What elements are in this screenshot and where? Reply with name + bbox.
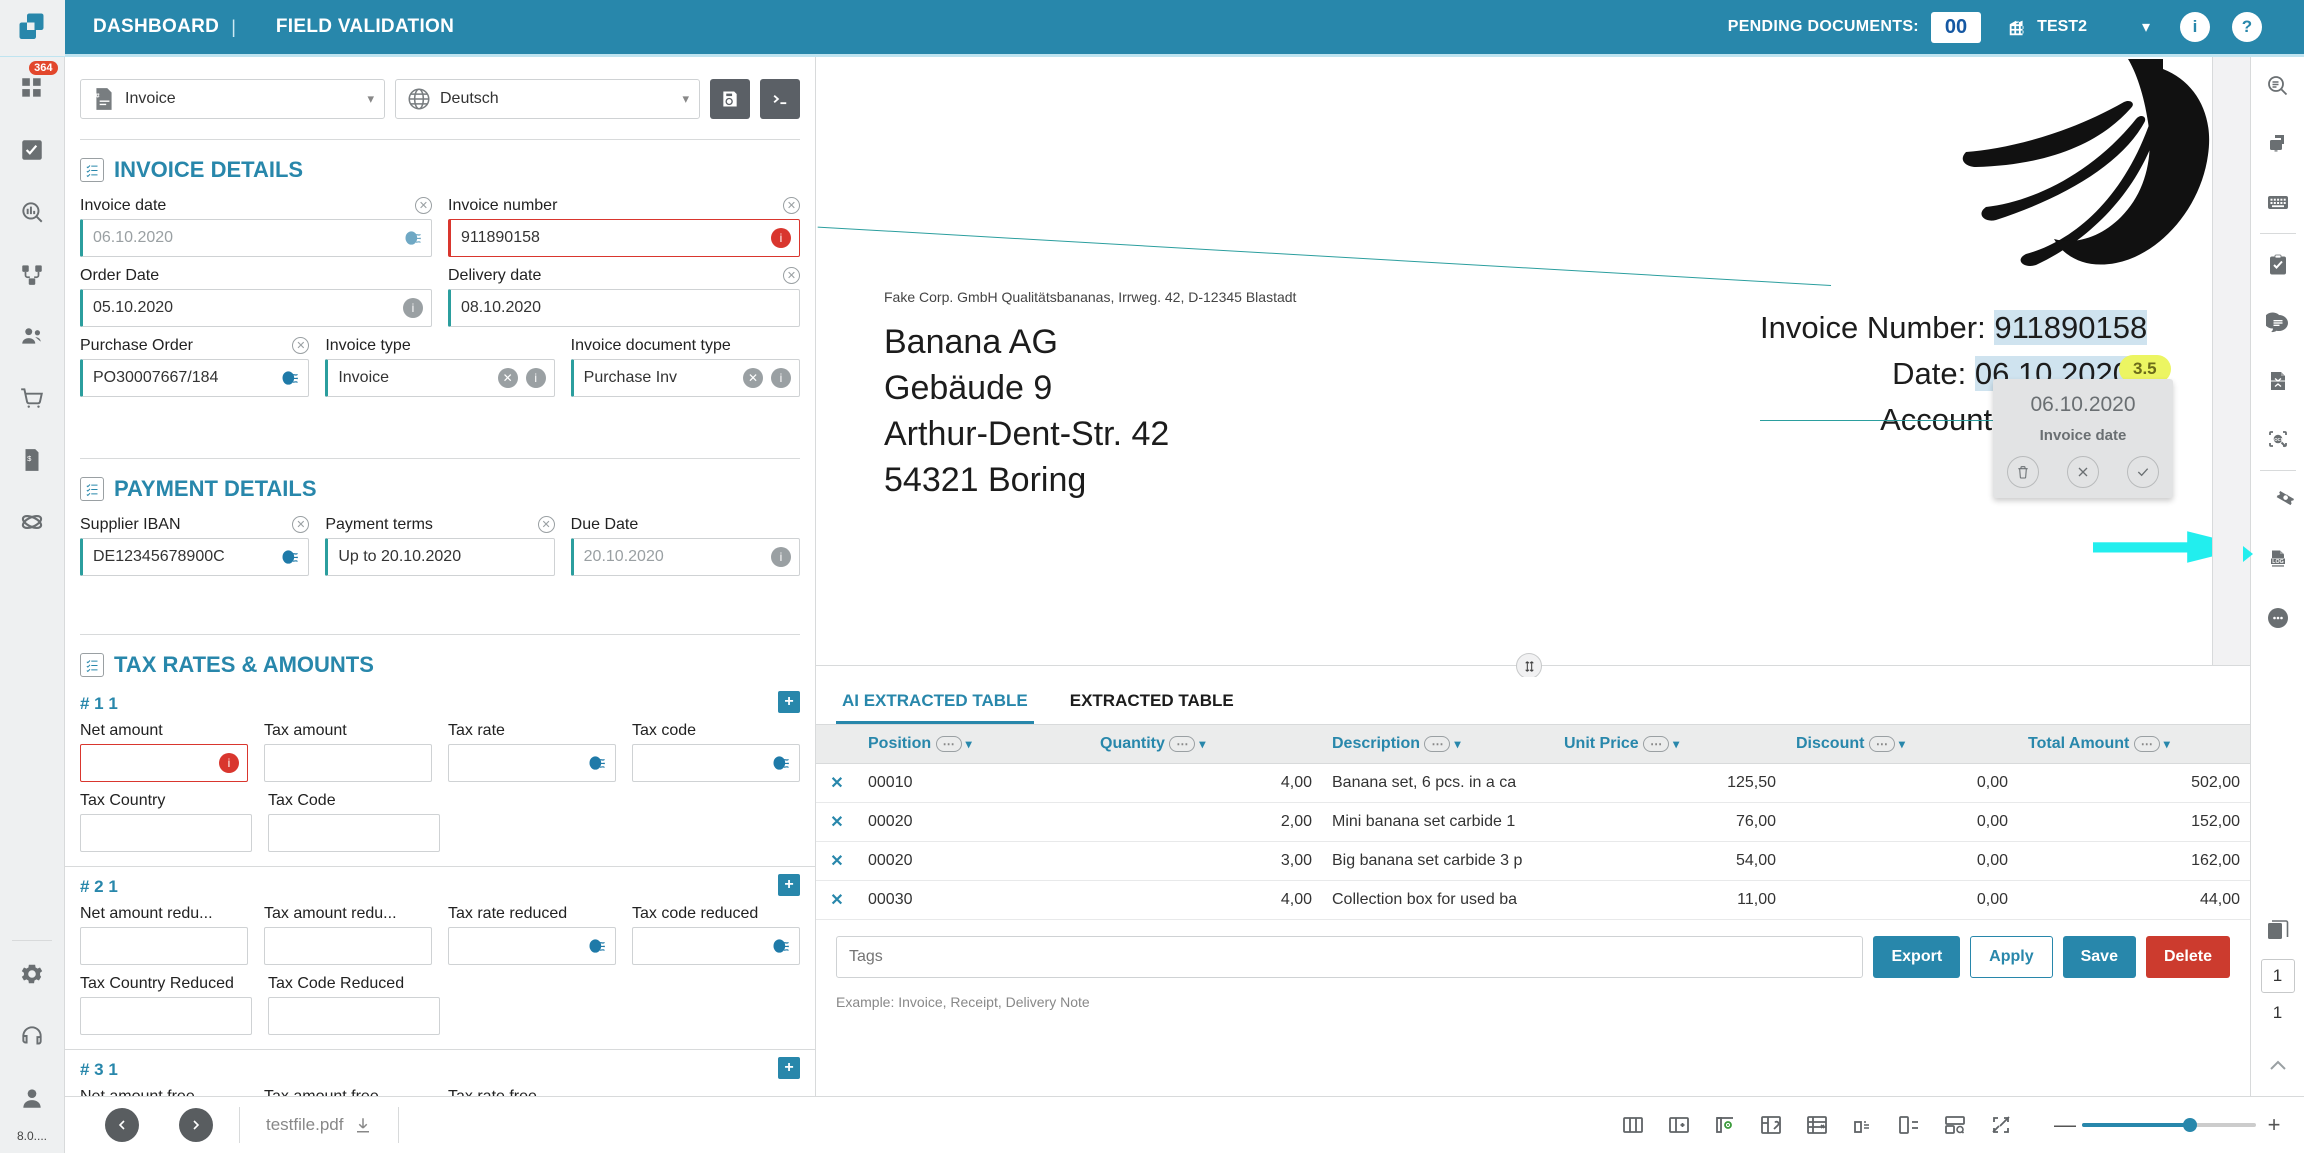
svg-text:LOG: LOG [2272, 559, 2283, 565]
svg-text:OCR: OCR [2274, 437, 2284, 442]
